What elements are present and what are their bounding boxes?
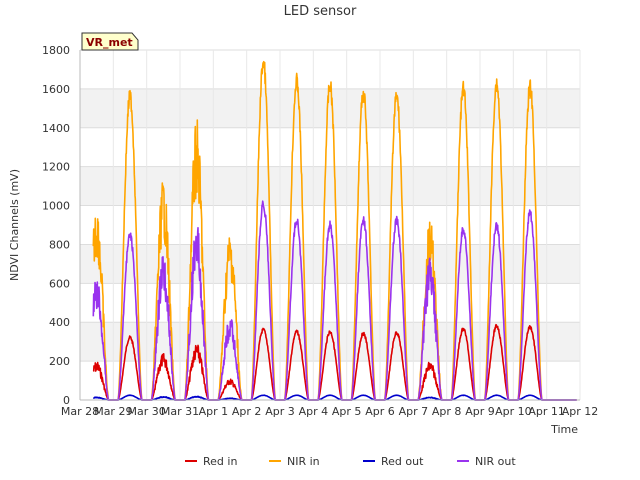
y-axis-label: NDVI Channels (mV) xyxy=(8,169,21,281)
y-tick-label: 400 xyxy=(49,316,70,329)
x-tick-label: Mar 28 xyxy=(61,405,99,418)
x-tick-label: Apr 9 xyxy=(465,405,495,418)
y-tick-label: 0 xyxy=(63,394,70,407)
series-line-nir-out xyxy=(92,200,578,401)
y-tick-label: 1600 xyxy=(42,83,70,96)
y-tick-label: 600 xyxy=(49,277,70,290)
legend-label-nir-out: NIR out xyxy=(475,455,516,468)
series-line-red-out xyxy=(92,394,578,401)
y-tick-label: 1200 xyxy=(42,161,70,174)
x-tick-label: Apr 3 xyxy=(265,405,295,418)
x-tick-label: Apr 10 xyxy=(495,405,532,418)
plot-band xyxy=(80,166,580,206)
badge-label: VR_met xyxy=(86,36,133,49)
x-tick-label: Apr 7 xyxy=(399,405,429,418)
y-tick-label: 1400 xyxy=(42,122,70,135)
x-tick-label: Apr 11 xyxy=(528,405,565,418)
y-tick-label: 800 xyxy=(49,238,70,251)
x-tick-label: Apr 8 xyxy=(432,405,462,418)
plot-background-bands xyxy=(80,88,580,362)
axes xyxy=(79,50,580,401)
badge-shape xyxy=(81,32,139,51)
x-tick-label: Mar 30 xyxy=(128,405,166,418)
badge: VR_met xyxy=(81,32,139,51)
x-tick-label: Apr 6 xyxy=(365,405,395,418)
x-tick-label: Apr 5 xyxy=(332,405,362,418)
x-tick-label: Apr 1 xyxy=(199,405,229,418)
legend-label-red-in: Red in xyxy=(203,455,237,468)
x-axis-label: Time xyxy=(550,423,578,436)
y-tick-label: 1000 xyxy=(42,200,70,213)
x-tick-label: Mar 29 xyxy=(94,405,132,418)
y-tick-label: 1800 xyxy=(42,44,70,57)
plot-band xyxy=(80,88,580,128)
legend-label-nir-in: NIR in xyxy=(287,455,320,468)
x-tick-label: Apr 12 xyxy=(562,405,599,418)
x-tick-label: Apr 4 xyxy=(299,405,329,418)
y-axis-ticks: 0 200 400 600 800 1000 1200 1400 1600 1800 xyxy=(42,44,70,407)
legend: Red in NIR in Red out NIR out xyxy=(185,455,516,468)
legend-label-red-out: Red out xyxy=(381,455,424,468)
chart-title: LED sensor xyxy=(284,4,357,19)
x-tick-label: Apr 2 xyxy=(232,405,262,418)
y-tick-label: 200 xyxy=(49,355,70,368)
x-tick-label: Mar 31 xyxy=(161,405,199,418)
